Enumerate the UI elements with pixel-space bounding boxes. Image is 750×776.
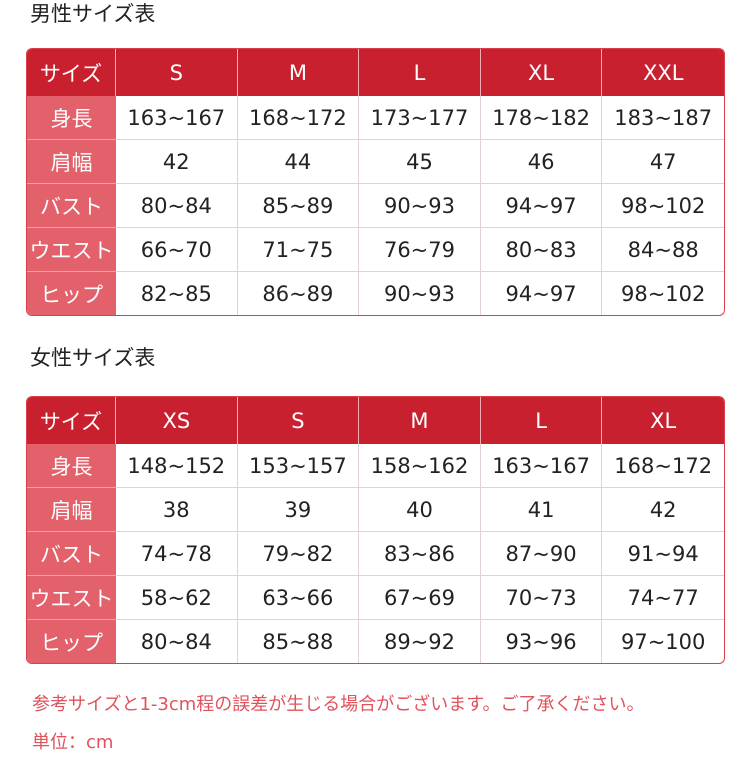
table-cell: 163~167 — [480, 444, 603, 488]
table-row: ヒップ 80~84 85~88 89~92 93~96 97~100 — [27, 620, 724, 663]
row-label: バスト — [27, 184, 116, 228]
table-cell: 85~88 — [238, 620, 360, 663]
table-row: 肩幅 42 44 45 46 47 — [27, 140, 724, 184]
table-cell: 63~66 — [237, 576, 360, 620]
table-cell: 79~82 — [237, 532, 360, 576]
table-cell: 183~187 — [602, 96, 724, 140]
table-cell: 168~172 — [602, 444, 724, 488]
table-cell: 74~77 — [602, 576, 724, 620]
table-cell: 178~182 — [480, 96, 603, 140]
row-label: ヒップ — [27, 272, 116, 315]
table-cell: 163~167 — [116, 96, 238, 140]
table-cell: 42 — [116, 140, 238, 184]
table-cell: 168~172 — [237, 96, 360, 140]
row-label: 身長 — [27, 444, 116, 488]
table-cell: 41 — [480, 488, 603, 532]
table-cell: 85~89 — [237, 184, 360, 228]
table-cell: 80~84 — [116, 184, 238, 228]
header-cell: XL — [480, 49, 603, 96]
header-cell: S — [237, 397, 360, 444]
header-cell: XL — [602, 397, 724, 444]
table-row: 肩幅 38 39 40 41 42 — [27, 488, 724, 532]
row-label: 肩幅 — [27, 488, 116, 532]
table-cell: 83~86 — [359, 532, 481, 576]
table-cell: 42 — [602, 488, 724, 532]
table-cell: 158~162 — [359, 444, 481, 488]
womens-size-title: 女性サイズ表 — [30, 346, 156, 370]
header-cell: M — [359, 397, 481, 444]
row-label: ウエスト — [27, 576, 116, 620]
table-cell: 45 — [359, 140, 481, 184]
table-cell: 82~85 — [116, 272, 238, 315]
table-cell: 80~83 — [480, 228, 603, 272]
table-cell: 71~75 — [237, 228, 360, 272]
table-cell: 173~177 — [359, 96, 481, 140]
header-cell: サイズ — [27, 49, 116, 96]
table-cell: 153~157 — [237, 444, 360, 488]
header-cell: S — [116, 49, 238, 96]
table-cell: 47 — [602, 140, 724, 184]
mens-size-title: 男性サイズ表 — [30, 2, 156, 26]
table-row: バスト 74~78 79~82 83~86 87~90 91~94 — [27, 532, 724, 576]
row-label: 肩幅 — [27, 140, 116, 184]
table-cell: 46 — [480, 140, 603, 184]
table-cell: 89~92 — [359, 620, 481, 663]
header-cell: XS — [116, 397, 238, 444]
row-label: 身長 — [27, 96, 116, 140]
table-cell: 90~93 — [359, 184, 481, 228]
table-cell: 70~73 — [480, 576, 603, 620]
row-label: ウエスト — [27, 228, 116, 272]
table-cell: 84~88 — [602, 228, 724, 272]
header-cell: XXL — [602, 49, 724, 96]
table-cell: 38 — [116, 488, 238, 532]
table-cell: 44 — [237, 140, 360, 184]
row-label: バスト — [27, 532, 116, 576]
table-cell: 90~93 — [359, 272, 481, 315]
table-cell: 93~96 — [481, 620, 603, 663]
womens-size-table: サイズ XS S M L XL 身長 148~152 153~157 158~162 163~167… — [26, 396, 725, 664]
table-cell: 74~78 — [116, 532, 238, 576]
table-cell: 148~152 — [116, 444, 238, 488]
table-cell: 76~79 — [359, 228, 481, 272]
table-cell: 80~84 — [116, 620, 238, 663]
table-row: ヒップ 82~85 86~89 90~93 94~97 98~102 — [27, 272, 724, 315]
table-cell: 94~97 — [480, 184, 603, 228]
table-row: ウエスト 66~70 71~75 76~79 80~83 84~88 — [27, 228, 724, 272]
table-cell: 40 — [359, 488, 481, 532]
table-cell: 39 — [237, 488, 360, 532]
table-cell: 91~94 — [602, 532, 724, 576]
header-cell: L — [480, 397, 603, 444]
table-row: 身長 163~167 168~172 173~177 178~182 183~187 — [27, 96, 724, 140]
mens-size-table: サイズ S M L XL XXL 身長 163~167 168~172 173~177 178~18… — [26, 48, 725, 316]
header-cell: M — [237, 49, 360, 96]
table-cell: 86~89 — [238, 272, 360, 315]
table-cell: 87~90 — [480, 532, 603, 576]
header-cell: L — [359, 49, 481, 96]
table-cell: 58~62 — [116, 576, 238, 620]
table-cell: 94~97 — [481, 272, 603, 315]
table-row: ウエスト 58~62 63~66 67~69 70~73 74~77 — [27, 576, 724, 620]
header-cell: サイズ — [27, 397, 116, 444]
unit-note: 単位：cm — [32, 732, 114, 753]
table-row: 身長 148~152 153~157 158~162 163~167 168~172 — [27, 444, 724, 488]
table-cell: 98~102 — [602, 184, 724, 228]
header-row: サイズ S M L XL XXL — [27, 49, 724, 96]
table-cell: 67~69 — [359, 576, 481, 620]
table-cell: 97~100 — [620, 629, 706, 654]
header-row: サイズ XS S M L XL — [27, 397, 724, 444]
table-row: バスト 80~84 85~89 90~93 94~97 98~102 — [27, 184, 724, 228]
disclaimer-note: 参考サイズと1-3cm程の誤差が生じる場合がございます。ご了承ください。 — [32, 694, 645, 715]
table-cell: 66~70 — [116, 228, 238, 272]
row-label: ヒップ — [27, 620, 116, 663]
table-cell: 98~102 — [620, 281, 706, 306]
